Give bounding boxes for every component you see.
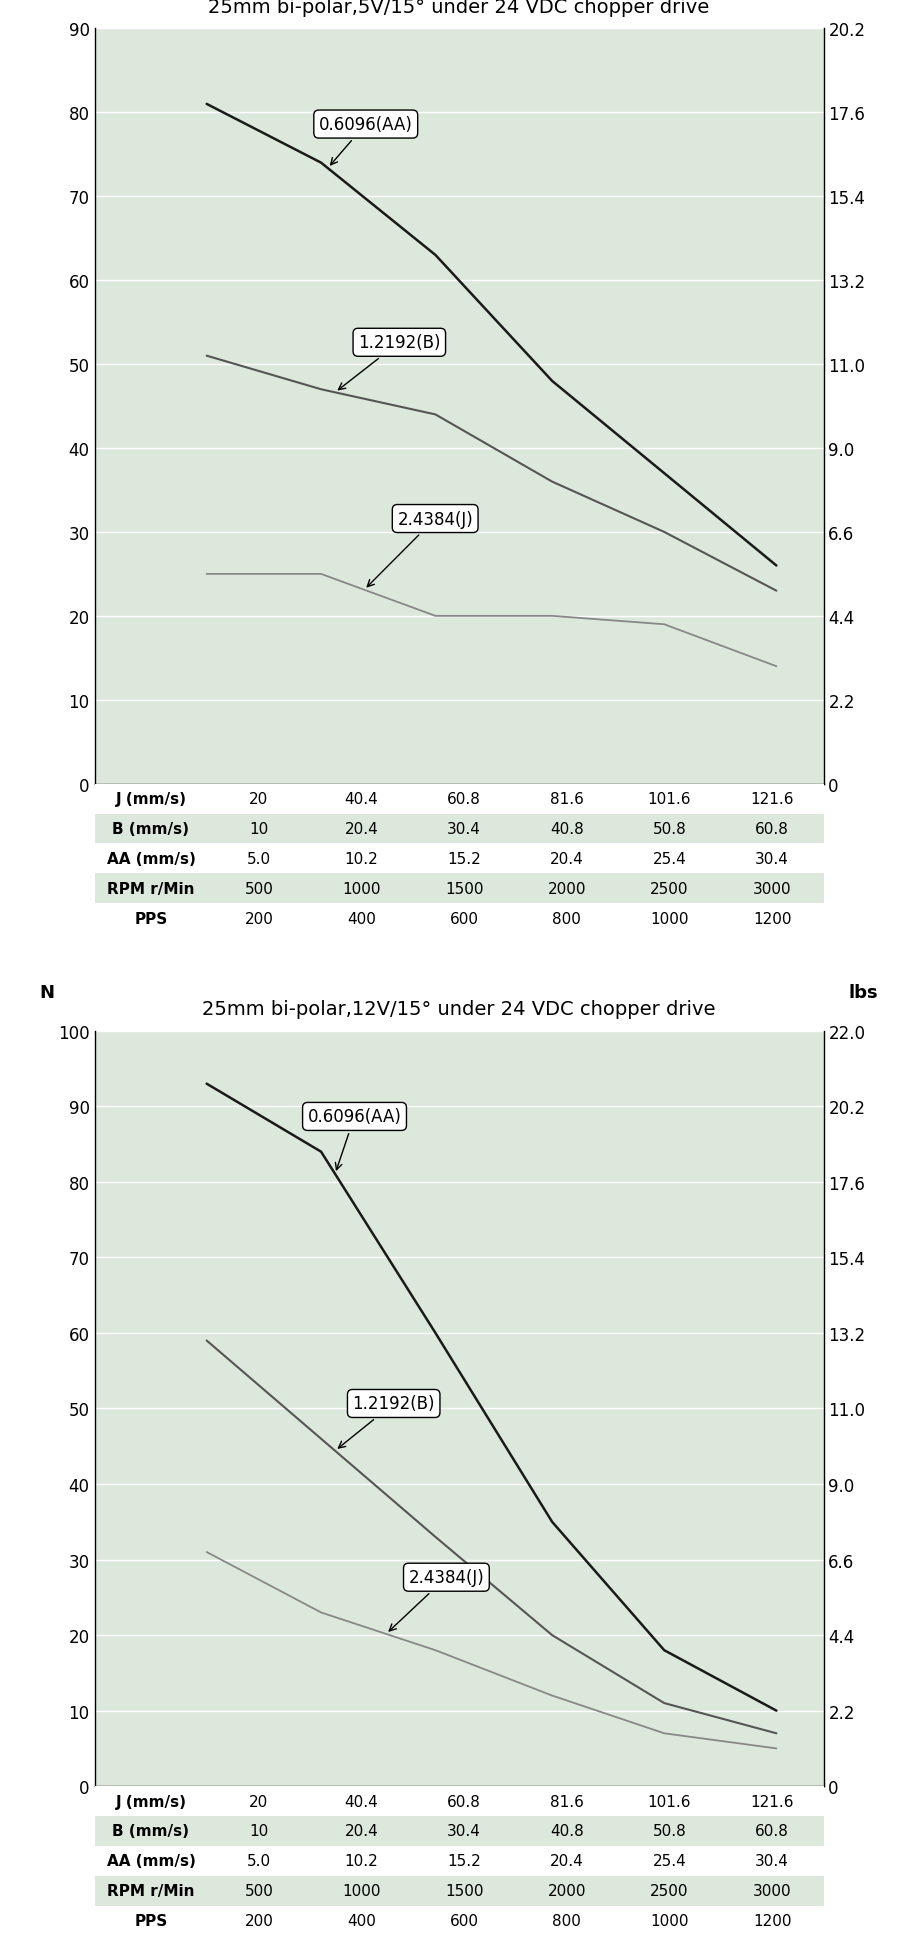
Text: 20.4: 20.4 (345, 1824, 378, 1838)
Text: lbs: lbs (849, 983, 878, 1001)
Text: 60.8: 60.8 (447, 1793, 482, 1808)
Text: 121.6: 121.6 (751, 792, 794, 807)
Text: 30.4: 30.4 (755, 1853, 789, 1869)
Text: 600: 600 (450, 1914, 479, 1928)
Text: 101.6: 101.6 (648, 1793, 691, 1808)
Text: 0.6096(AA): 0.6096(AA) (308, 1108, 401, 1171)
Text: 1000: 1000 (650, 911, 688, 927)
Text: 20.4: 20.4 (345, 821, 378, 837)
Text: RPM r/Min: RPM r/Min (107, 882, 194, 895)
Text: AA (mm/s): AA (mm/s) (106, 852, 195, 866)
Text: B (mm/s): B (mm/s) (112, 1824, 190, 1838)
Text: 800: 800 (553, 1914, 581, 1928)
Text: B (mm/s): B (mm/s) (112, 821, 190, 837)
Text: 1.2192(B): 1.2192(B) (338, 334, 441, 391)
Text: 200: 200 (245, 911, 274, 927)
Text: 400: 400 (347, 911, 376, 927)
Text: 25.4: 25.4 (652, 1853, 687, 1869)
Text: 60.8: 60.8 (447, 792, 482, 807)
Text: 5.0: 5.0 (247, 852, 271, 866)
Text: 40.8: 40.8 (550, 1824, 584, 1838)
Text: 2000: 2000 (547, 882, 586, 895)
Text: 3000: 3000 (753, 1883, 791, 1898)
Text: 1000: 1000 (342, 1883, 381, 1898)
Text: 2500: 2500 (650, 1883, 688, 1898)
Text: 2000: 2000 (547, 1883, 586, 1898)
Text: N: N (40, 983, 55, 1001)
Text: 30.4: 30.4 (755, 852, 789, 866)
Text: 20: 20 (249, 792, 268, 807)
Text: 1200: 1200 (753, 1914, 791, 1928)
Text: 81.6: 81.6 (550, 792, 584, 807)
Text: PPS: PPS (134, 911, 167, 927)
Text: 30.4: 30.4 (447, 821, 482, 837)
Text: 1000: 1000 (650, 1914, 688, 1928)
Text: 60.8: 60.8 (755, 1824, 789, 1838)
Text: 10: 10 (249, 821, 268, 837)
Text: RPM r/Min: RPM r/Min (107, 1883, 194, 1898)
Text: 20.4: 20.4 (550, 1853, 584, 1869)
Text: 3000: 3000 (753, 882, 791, 895)
Text: 0.6096(AA): 0.6096(AA) (319, 115, 413, 166)
Text: 30.4: 30.4 (447, 1824, 482, 1838)
Text: 400: 400 (347, 1914, 376, 1928)
Text: 500: 500 (245, 1883, 274, 1898)
Text: 20: 20 (249, 1793, 268, 1808)
Text: 101.6: 101.6 (648, 792, 691, 807)
Text: 600: 600 (450, 911, 479, 927)
Text: 2.4384(J): 2.4384(J) (367, 510, 473, 586)
Text: 10.2: 10.2 (345, 1853, 378, 1869)
Text: 40.4: 40.4 (345, 792, 378, 807)
Text: 20.4: 20.4 (550, 852, 584, 866)
Text: 500: 500 (245, 882, 274, 895)
Text: 10: 10 (249, 1824, 268, 1838)
Text: 50.8: 50.8 (652, 1824, 687, 1838)
Text: 1000: 1000 (342, 882, 381, 895)
Text: 2500: 2500 (650, 882, 688, 895)
Text: 2.4384(J): 2.4384(J) (390, 1568, 484, 1630)
Title: 25mm bi-polar,5V/15° under 24 VDC chopper drive: 25mm bi-polar,5V/15° under 24 VDC choppe… (209, 0, 709, 18)
Text: 1500: 1500 (445, 1883, 483, 1898)
Text: 800: 800 (553, 911, 581, 927)
Text: 5.0: 5.0 (247, 1853, 271, 1869)
Text: 121.6: 121.6 (751, 1793, 794, 1808)
Text: 40.8: 40.8 (550, 821, 584, 837)
Text: 1500: 1500 (445, 882, 483, 895)
Text: J (mm/s): J (mm/s) (115, 792, 186, 807)
Text: 15.2: 15.2 (447, 852, 481, 866)
Text: 1200: 1200 (753, 911, 791, 927)
Text: 10.2: 10.2 (345, 852, 378, 866)
Title: 25mm bi-polar,12V/15° under 24 VDC chopper drive: 25mm bi-polar,12V/15° under 24 VDC chopp… (202, 999, 716, 1019)
Text: 1.2192(B): 1.2192(B) (338, 1394, 435, 1449)
Text: 50.8: 50.8 (652, 821, 687, 837)
Text: 25.4: 25.4 (652, 852, 687, 866)
Text: 40.4: 40.4 (345, 1793, 378, 1808)
Text: PPS: PPS (134, 1914, 167, 1928)
Text: 81.6: 81.6 (550, 1793, 584, 1808)
Text: J (mm/s): J (mm/s) (115, 1793, 186, 1808)
Text: 200: 200 (245, 1914, 274, 1928)
Text: 60.8: 60.8 (755, 821, 789, 837)
Text: AA (mm/s): AA (mm/s) (106, 1853, 195, 1869)
Text: 15.2: 15.2 (447, 1853, 481, 1869)
